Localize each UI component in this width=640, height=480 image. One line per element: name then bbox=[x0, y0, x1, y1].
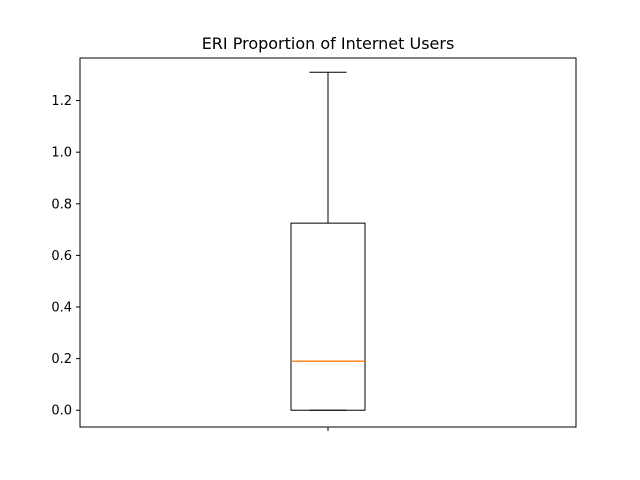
y-tick-label: 0.0 bbox=[51, 404, 72, 419]
y-tick-label: 0.4 bbox=[51, 301, 72, 316]
y-tick-label: 1.0 bbox=[51, 146, 72, 161]
y-axis: 0.0 0.2 0.4 0.6 0.8 1.0 1.2 bbox=[51, 94, 80, 419]
y-tick-label: 0.2 bbox=[51, 352, 72, 367]
chart-title: ERI Proportion of Internet Users bbox=[202, 34, 455, 53]
y-tick-label: 1.2 bbox=[51, 94, 72, 109]
y-tick-label: 0.8 bbox=[51, 197, 72, 212]
box-plot bbox=[290, 71, 366, 411]
box bbox=[290, 222, 366, 411]
y-tick-label: 0.6 bbox=[51, 249, 72, 264]
